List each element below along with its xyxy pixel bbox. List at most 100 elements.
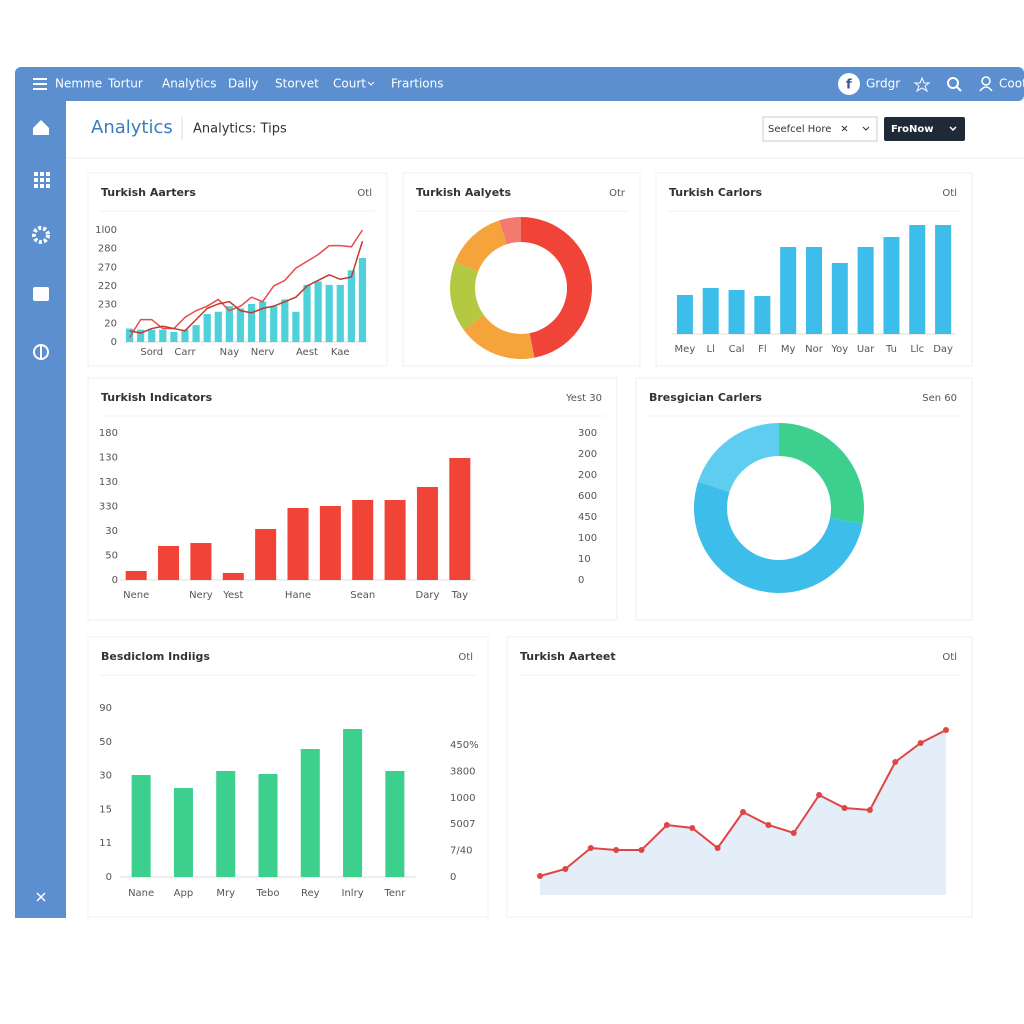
- user-name[interactable]: Grdgr: [866, 77, 900, 91]
- card: [402, 172, 641, 367]
- settings-icon[interactable]: [32, 226, 50, 244]
- y-tick-label: 200: [578, 449, 597, 460]
- nav-item[interactable]: Court: [333, 77, 366, 91]
- person-icon[interactable]: [981, 76, 991, 86]
- y-tick-label: 130: [99, 477, 118, 488]
- close-icon[interactable]: [36, 892, 46, 902]
- x-tick-label: Rey: [301, 888, 320, 899]
- x-tick-label: Nerv: [251, 347, 275, 358]
- card-title: Turkish Aarteet: [520, 650, 616, 663]
- chevron: [367, 81, 375, 86]
- point: [587, 845, 594, 851]
- x-tick-label: Llc: [910, 344, 924, 355]
- bar: [216, 771, 236, 877]
- y-tick-label: 0: [450, 872, 456, 883]
- donut-segment: [450, 261, 484, 330]
- bar: [728, 290, 745, 334]
- x-tick-label: Ll: [707, 344, 715, 355]
- brain-icon[interactable]: [33, 344, 50, 360]
- y-tick-label: 0: [112, 575, 118, 586]
- y-tick-label: 1000: [450, 793, 475, 804]
- card-corner: Otl: [942, 652, 957, 663]
- bar: [300, 749, 320, 877]
- button[interactable]: [884, 117, 965, 141]
- x-tick-label: Yest: [222, 590, 243, 601]
- select[interactable]: [762, 116, 878, 142]
- y-tick-label: 0: [111, 337, 117, 348]
- donut-segment: [698, 423, 779, 492]
- nav-item[interactable]: Analytics: [162, 77, 217, 91]
- nav-item[interactable]: Tortur: [107, 77, 143, 91]
- button-text: FroNow: [891, 124, 933, 135]
- nav-item[interactable]: Nemme: [55, 77, 102, 91]
- point: [841, 805, 848, 811]
- y-tick-label: 15: [99, 804, 112, 815]
- bar: [287, 508, 309, 580]
- y-tick-label: 130: [99, 453, 118, 464]
- page-title: Analytics: [91, 117, 173, 138]
- star-icon[interactable]: [913, 76, 931, 93]
- bar: [259, 301, 267, 342]
- avatar[interactable]: [838, 73, 860, 95]
- bar: [225, 306, 233, 342]
- menu-icon[interactable]: [33, 78, 47, 90]
- bar: [314, 281, 322, 342]
- donut-segment: [499, 217, 521, 245]
- clipboard-icon[interactable]: [33, 287, 49, 301]
- donut-segment: [521, 217, 592, 358]
- y-tick-label: 0: [578, 575, 584, 586]
- bar: [192, 325, 200, 342]
- search-icon[interactable]: [947, 77, 959, 89]
- x-tick-label: Dary: [416, 590, 440, 601]
- card-title: Turkish Carlors: [669, 186, 763, 199]
- y-tick-label: 330: [99, 502, 118, 513]
- bar: [125, 328, 134, 342]
- y-tick-label: 3800: [450, 766, 475, 777]
- bar: [343, 729, 363, 877]
- point: [663, 822, 670, 828]
- point: [613, 847, 620, 853]
- x-tick-label: Day: [933, 344, 953, 355]
- bar: [831, 263, 848, 334]
- x-tick-label: Yoy: [830, 344, 848, 355]
- bar: [883, 237, 900, 334]
- card-title: Turkish Aalyets: [416, 186, 511, 199]
- card-title: Turkish Indicators: [101, 391, 213, 404]
- avatar-letter: f: [846, 78, 852, 93]
- card-title: Turkish Aarters: [101, 186, 196, 199]
- nav-item[interactable]: Storvet: [275, 77, 319, 91]
- y-tick-label: 450%: [450, 740, 479, 751]
- point: [638, 847, 645, 853]
- point: [562, 866, 569, 872]
- x-tick-label: My: [781, 344, 796, 355]
- bar: [137, 329, 145, 342]
- x-tick-label: Mry: [216, 888, 235, 899]
- x-tick-label: Aest: [296, 347, 318, 358]
- grid-icon[interactable]: [34, 172, 50, 188]
- y-tick-label: 50: [99, 737, 112, 748]
- y-tick-label: 100: [578, 533, 597, 544]
- bar: [190, 543, 212, 580]
- x-tick-label: Tay: [451, 590, 469, 601]
- y-tick-label: 7/40: [450, 846, 472, 857]
- y-tick-label: 1l00: [95, 225, 117, 236]
- nav-item[interactable]: Frartions: [391, 77, 444, 91]
- account[interactable]: Coot: [999, 77, 1024, 91]
- point: [790, 830, 797, 836]
- x-tick-label: App: [174, 888, 194, 899]
- y-tick-label: 5007: [450, 819, 475, 830]
- x-tick-label: Mey: [675, 344, 696, 355]
- card: [87, 377, 618, 621]
- search-handle: [956, 86, 962, 92]
- person-body: [979, 86, 993, 92]
- y-tick-label: 600: [578, 491, 597, 502]
- card-corner: Otr: [609, 188, 626, 199]
- nav-item[interactable]: Daily: [228, 77, 258, 91]
- y-tick-label: 300: [578, 428, 597, 439]
- y-tick-label: 230: [98, 300, 117, 311]
- point: [689, 825, 696, 831]
- card-corner: Yest 30: [565, 393, 602, 404]
- home-icon[interactable]: [33, 120, 49, 135]
- x-tick-label: Uar: [857, 344, 875, 355]
- card-title: Bresgician Carlers: [649, 391, 762, 404]
